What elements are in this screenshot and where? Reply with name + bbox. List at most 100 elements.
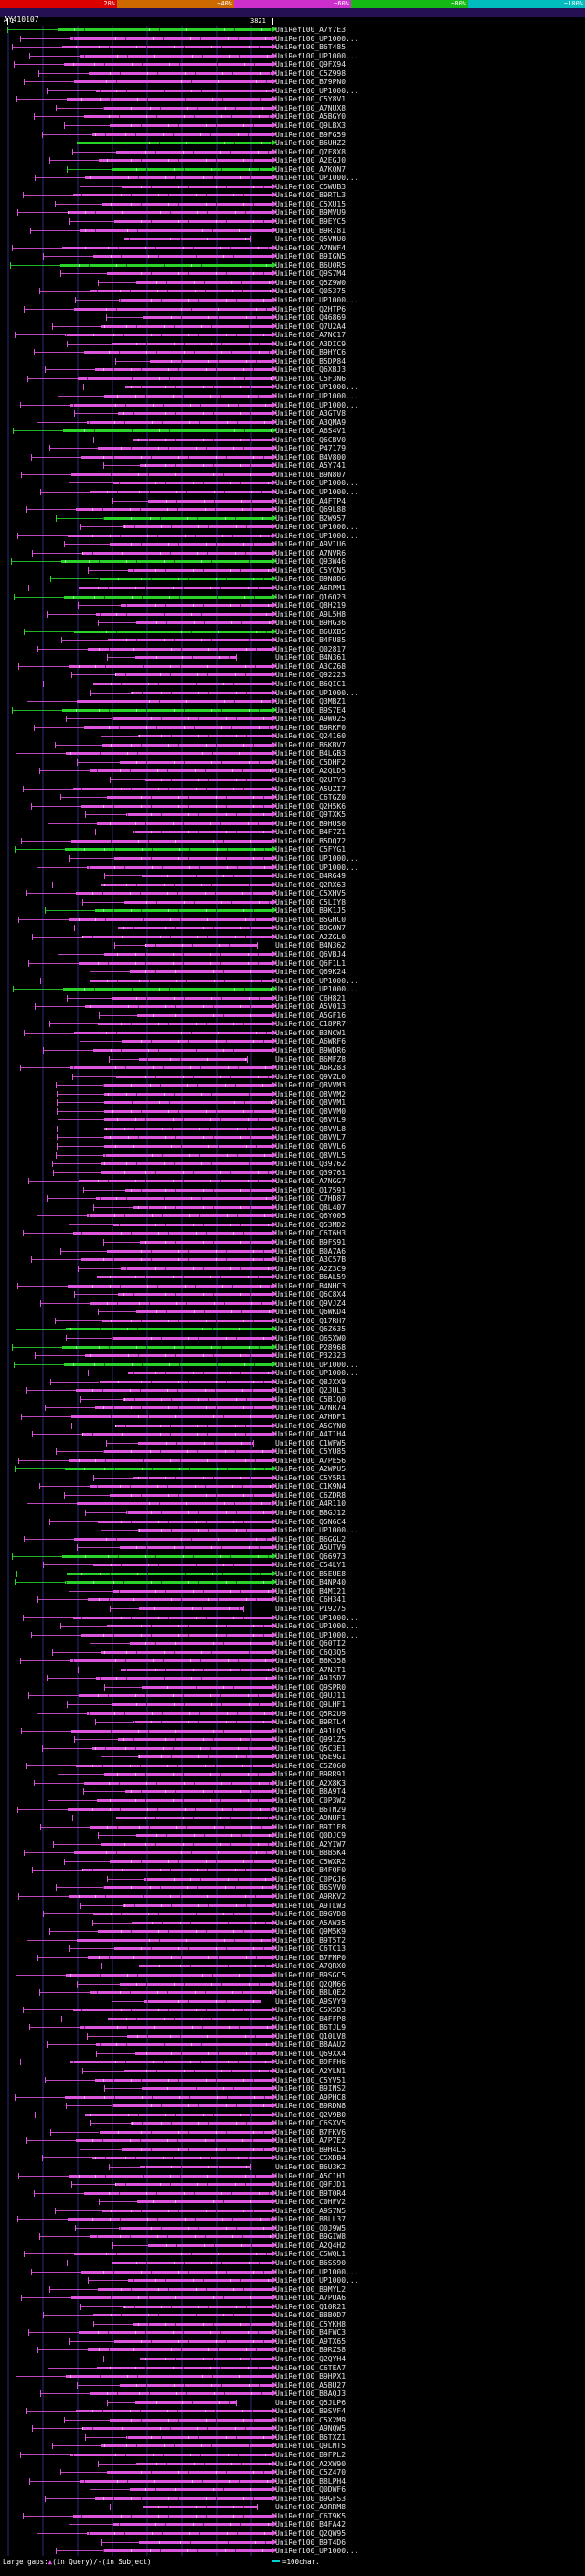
hit-label[interactable]: UniRef100_Q9UJ11 bbox=[275, 1691, 346, 1701]
hit-label[interactable]: UniRef100_B6SS90 bbox=[275, 2259, 346, 2267]
hit-row[interactable]: UniRef100_UP1000... bbox=[0, 523, 585, 532]
hit-label[interactable]: UniRef100_B9N807 bbox=[275, 470, 346, 479]
hit-row[interactable]: UniRef100_B6QIC1 bbox=[0, 680, 585, 689]
hit-row[interactable]: UniRef100_Q8H219 bbox=[0, 601, 585, 610]
hit-row[interactable]: UniRef100_Q39761 bbox=[0, 1169, 585, 1178]
hit-label[interactable]: UniRef100_Q2RX63 bbox=[275, 880, 346, 889]
hsp-bar[interactable] bbox=[80, 1633, 272, 1637]
hsp-bar[interactable] bbox=[139, 2165, 250, 2168]
hit-row[interactable]: UniRef100_B8LQE2 bbox=[0, 1988, 585, 1998]
hsp-bar[interactable] bbox=[142, 2506, 258, 2509]
hsp-bar[interactable] bbox=[117, 1738, 272, 1742]
hit-row[interactable]: UniRef100_UP1000... bbox=[0, 1526, 585, 1535]
hit-label[interactable]: UniRef100_B4LGB3 bbox=[275, 749, 346, 758]
hit-row[interactable]: UniRef100_B9SVF4 bbox=[0, 2407, 585, 2416]
hit-row[interactable]: UniRef100_B9H4L5 bbox=[0, 2146, 585, 2155]
hit-row[interactable]: UniRef100_Q60TI2 bbox=[0, 1639, 585, 1648]
hit-label[interactable]: UniRef100_Q39762 bbox=[275, 1160, 346, 1169]
hit-row[interactable]: UniRef100_B8AAU2 bbox=[0, 2041, 585, 2050]
hit-row[interactable]: UniRef100_Q9TXK5 bbox=[0, 811, 585, 820]
hit-row[interactable]: UniRef100_A7NJT1 bbox=[0, 1666, 585, 1675]
hsp-bar[interactable] bbox=[69, 37, 272, 40]
hit-label[interactable]: UniRef100_Q69L88 bbox=[275, 505, 346, 514]
hit-row[interactable]: UniRef100_B9GVD8 bbox=[0, 1910, 585, 1919]
hit-label[interactable]: UniRef100_Q9LMT5 bbox=[275, 2442, 346, 2451]
hsp-bar[interactable] bbox=[89, 769, 272, 773]
hit-label[interactable]: UniRef100_A9L5H8 bbox=[275, 610, 346, 619]
hit-row[interactable]: UniRef100_B9R781 bbox=[0, 227, 585, 236]
hsp-bar[interactable] bbox=[115, 2183, 272, 2187]
hsp-bar[interactable] bbox=[78, 2331, 272, 2335]
hit-row[interactable]: UniRef100_B9HG36 bbox=[0, 619, 585, 628]
hit-label[interactable]: UniRef100_A9RRM8 bbox=[275, 2503, 346, 2512]
hit-row[interactable]: UniRef100_Q16Q23 bbox=[0, 593, 585, 602]
hit-label[interactable]: UniRef100_Q5N6C4 bbox=[275, 1517, 346, 1526]
hit-label[interactable]: UniRef100_B6SVV0 bbox=[275, 1883, 346, 1892]
hsp-bar[interactable] bbox=[63, 63, 272, 67]
hit-row[interactable]: UniRef100_C1K9N4 bbox=[0, 1482, 585, 1491]
hsp-bar[interactable] bbox=[102, 743, 272, 747]
hit-label[interactable]: UniRef100_Q6F1L1 bbox=[275, 959, 346, 968]
hit-row[interactable]: UniRef100_Q5N6C4 bbox=[0, 1518, 585, 1527]
hit-row[interactable]: UniRef100_Q9LHF1 bbox=[0, 1701, 585, 1710]
hit-label[interactable]: UniRef100_B2W957 bbox=[275, 514, 346, 523]
hit-row[interactable]: UniRef100_Q9FX94 bbox=[0, 60, 585, 69]
hit-label[interactable]: UniRef100_C6TC13 bbox=[275, 1945, 346, 1954]
hsp-bar[interactable] bbox=[63, 429, 272, 433]
hsp-bar[interactable] bbox=[78, 1180, 272, 1183]
hit-row[interactable]: UniRef100_B9RTL4 bbox=[0, 1718, 585, 1727]
hit-label[interactable]: UniRef100_B9HYC6 bbox=[275, 348, 346, 357]
hit-row[interactable]: UniRef100_A7KQN7 bbox=[0, 165, 585, 175]
hit-row[interactable]: UniRef100_A7NR74 bbox=[0, 1404, 585, 1413]
hsp-bar[interactable] bbox=[124, 386, 272, 389]
hit-label[interactable]: UniRef100_B4FQF0 bbox=[275, 1866, 346, 1875]
hit-label[interactable]: UniRef100_A7NJT1 bbox=[275, 1665, 346, 1674]
hsp-bar[interactable] bbox=[114, 220, 272, 224]
hit-row[interactable]: UniRef100_A5V013 bbox=[0, 1002, 585, 1012]
hit-row[interactable]: UniRef100_Q69L88 bbox=[0, 505, 585, 514]
hit-row[interactable]: UniRef100_Q2V9B0 bbox=[0, 2111, 585, 2120]
hsp-bar[interactable] bbox=[63, 595, 272, 599]
hsp-bar[interactable] bbox=[69, 917, 272, 921]
hsp-bar[interactable] bbox=[142, 316, 272, 320]
hsp-bar[interactable] bbox=[110, 2418, 272, 2422]
hit-row[interactable]: UniRef100_A2YIW7 bbox=[0, 1840, 585, 1850]
hsp-bar[interactable] bbox=[77, 700, 272, 704]
hit-row[interactable]: UniRef100_B8LL37 bbox=[0, 2215, 585, 2224]
hit-label[interactable]: UniRef100_C5WQL1 bbox=[275, 2250, 346, 2259]
hit-row[interactable]: UniRef100_Q6F1L1 bbox=[0, 959, 585, 969]
hit-label[interactable]: UniRef100_Q69K24 bbox=[275, 968, 346, 977]
hit-label[interactable]: UniRef100_A2ZGL0 bbox=[275, 932, 346, 941]
hit-label[interactable]: UniRef100_C5B1Q0 bbox=[275, 1394, 346, 1404]
hsp-bar[interactable] bbox=[61, 708, 272, 712]
hsp-bar[interactable] bbox=[91, 2157, 272, 2160]
hit-label[interactable]: UniRef100_Q9S7M4 bbox=[275, 270, 346, 279]
hit-label[interactable]: UniRef100_B9HG36 bbox=[275, 619, 346, 628]
hit-row[interactable]: UniRef100_Q05375 bbox=[0, 287, 585, 296]
hit-label[interactable]: UniRef100_A5AW35 bbox=[275, 1918, 346, 1927]
hit-label[interactable]: UniRef100_B9RTL3 bbox=[275, 191, 346, 200]
hsp-bar[interactable] bbox=[69, 2061, 272, 2064]
hit-row[interactable]: UniRef100_Q65XW0 bbox=[0, 1334, 585, 1343]
hsp-bar[interactable] bbox=[60, 560, 272, 564]
hsp-bar[interactable] bbox=[69, 1458, 272, 1462]
hsp-bar[interactable] bbox=[111, 2104, 272, 2108]
hit-label[interactable]: UniRef100_A4FTP4 bbox=[275, 496, 346, 505]
hit-label[interactable]: UniRef100_B5GHC0 bbox=[275, 915, 346, 924]
hit-label[interactable]: UniRef100_B8LQE2 bbox=[275, 1988, 346, 1998]
hit-label[interactable]: UniRef100_C5WUB3 bbox=[275, 182, 346, 191]
hsp-bar[interactable] bbox=[116, 1817, 272, 1820]
hsp-bar[interactable] bbox=[82, 551, 272, 555]
hit-label[interactable]: UniRef100_Q2V9B0 bbox=[275, 2110, 346, 2119]
hit-row[interactable]: UniRef100_UP1000... bbox=[0, 2276, 585, 2285]
hit-label[interactable]: UniRef100_B9FPL2 bbox=[275, 2451, 346, 2460]
hsp-bar[interactable] bbox=[95, 1197, 272, 1201]
hit-label[interactable]: UniRef100_B9INS2 bbox=[275, 2084, 346, 2094]
hsp-bar[interactable] bbox=[78, 1694, 272, 1698]
hit-row[interactable]: UniRef100_B7FKV6 bbox=[0, 2128, 585, 2137]
hit-row[interactable]: UniRef100_Q17591 bbox=[0, 1186, 585, 1195]
hit-label[interactable]: UniRef100_B9T0R4 bbox=[275, 2189, 346, 2198]
hit-row[interactable]: UniRef100_A4R110 bbox=[0, 1500, 585, 1509]
hit-label[interactable]: UniRef100_A2XW90 bbox=[275, 2459, 346, 2468]
hit-label[interactable]: UniRef100_UP1000... bbox=[275, 863, 359, 872]
